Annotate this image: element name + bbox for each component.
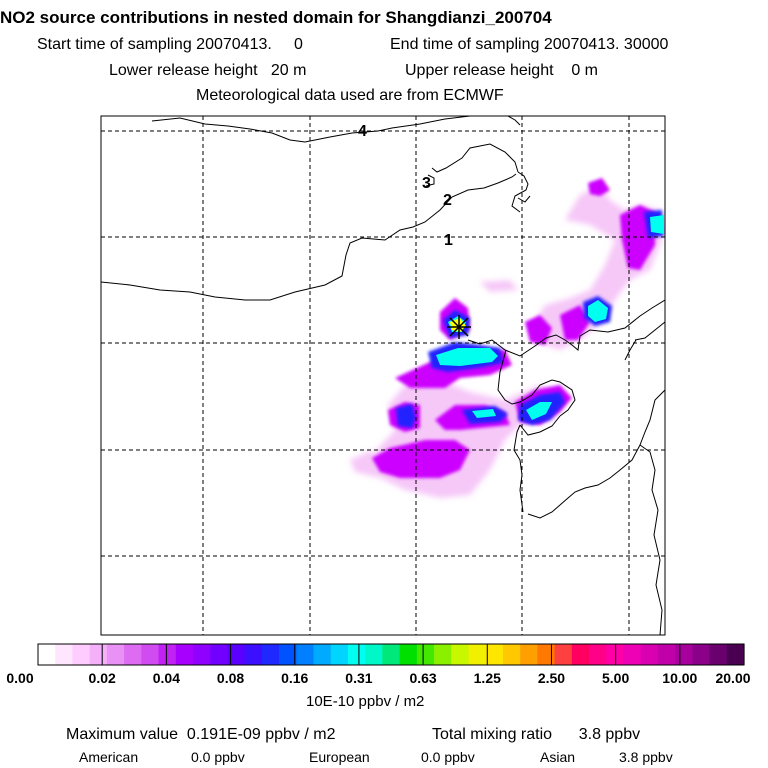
colorbar-swatch xyxy=(347,644,366,665)
plume-cyan xyxy=(436,215,664,420)
american-value: 0.0 ppbv xyxy=(191,749,245,765)
colorbar-tick-label: 2.50 xyxy=(537,670,566,686)
colorbar-unit: 10E-10 ppbv / m2 xyxy=(306,693,425,710)
colorbar-swatch xyxy=(72,644,91,665)
colorbar-swatch xyxy=(416,644,435,665)
colorbar-swatch xyxy=(726,644,745,665)
colorbar-tick-label: 5.00 xyxy=(602,670,630,686)
colorbar-swatch xyxy=(141,644,160,665)
colorbar-swatch xyxy=(296,644,315,665)
colorbar-swatch xyxy=(657,644,676,665)
region-label-1: 1 xyxy=(444,232,453,249)
station-marker-icon xyxy=(447,315,471,339)
map-frame-background xyxy=(101,116,665,635)
colorbar-tick-label: 1.25 xyxy=(473,670,501,686)
total-mixing-ratio-text: Total mixing ratio 3.8 ppbv xyxy=(432,726,641,743)
colorbar-swatch xyxy=(124,644,142,665)
colorbar-swatch xyxy=(261,644,280,665)
colorbar-swatch xyxy=(520,644,538,665)
colorbar-swatch xyxy=(38,644,56,665)
colorbar-swatch xyxy=(382,644,401,665)
colorbar-swatch xyxy=(365,644,383,665)
colorbar-swatch xyxy=(89,644,108,665)
colorbar-swatch xyxy=(210,644,229,665)
concentration-field xyxy=(350,178,664,498)
colorbar-tick-label: 10.00 xyxy=(662,670,698,686)
colorbar-swatch xyxy=(537,644,556,665)
colorbar-swatch xyxy=(640,644,659,665)
colorbar-tick-label: 20.00 xyxy=(715,670,751,686)
colorbar-swatch xyxy=(192,644,211,665)
colorbar-swatch xyxy=(709,644,728,665)
coastlines-borders xyxy=(101,116,665,635)
colorbar-swatch xyxy=(623,644,642,665)
colorbar-swatch xyxy=(55,644,74,665)
american-label: American xyxy=(79,749,139,765)
map-frame xyxy=(100,115,666,636)
map-title: NO2 source contributions in nested domai… xyxy=(0,8,552,27)
colorbar-swatch xyxy=(227,644,246,665)
end-time-text: End time of sampling 20070413. 30000 xyxy=(390,36,669,53)
region-label-2: 2 xyxy=(443,192,452,209)
met-data-text: Meteorological data used are from ECMWF xyxy=(196,87,504,104)
colorbar-swatch xyxy=(244,644,263,665)
colorbar-swatch xyxy=(502,644,521,665)
colorbar-swatch xyxy=(468,644,487,665)
start-time-text: Start time of sampling 20070413. 0 xyxy=(37,36,303,53)
maximum-value-text: Maximum value 0.191E-09 ppbv / m2 xyxy=(66,726,336,743)
colorbar-swatch xyxy=(451,644,470,665)
region-label-4: 4 xyxy=(358,123,367,140)
asian-value: 3.8 ppbv xyxy=(619,749,673,765)
colorbar-swatch xyxy=(675,644,693,665)
colorbar-swatch xyxy=(589,644,607,665)
colorbar-swatch xyxy=(434,644,452,665)
colorbar-tick-label: 0.63 xyxy=(409,670,437,686)
colorbar-tick-label: 0.08 xyxy=(216,670,245,686)
colorbar-tick-label: 0.31 xyxy=(345,670,373,686)
colorbar-tick-label: 0.02 xyxy=(88,670,116,686)
european-label: European xyxy=(309,749,370,765)
colorbar-swatch xyxy=(313,644,332,665)
lat-lon-grid xyxy=(101,116,665,635)
region-label-3: 3 xyxy=(422,175,431,192)
colorbar-tick-label: 0.16 xyxy=(281,670,309,686)
colorbar-border xyxy=(37,643,745,666)
lower-release-height-text: Lower release height 20 m xyxy=(109,62,307,79)
colorbar-swatch xyxy=(571,644,590,665)
colorbar-swatch xyxy=(158,644,177,665)
colorbar-swatch xyxy=(554,644,573,665)
colorbar-swatch xyxy=(399,644,418,665)
asian-label: Asian xyxy=(540,749,576,765)
colorbar-swatch xyxy=(106,644,125,665)
colorbar-tick-label: 0.04 xyxy=(152,670,180,686)
european-value: 0.0 ppbv xyxy=(421,749,475,765)
colorbar xyxy=(37,643,745,666)
colorbar-swatch xyxy=(175,644,194,665)
colorbar-swatch xyxy=(485,644,504,665)
colorbar-swatch xyxy=(330,644,349,665)
region-labels: 4 3 2 1 xyxy=(358,123,453,249)
colorbar-swatch xyxy=(692,644,711,665)
colorbar-swatch xyxy=(279,644,297,665)
upper-release-height-text: Upper release height 0 m xyxy=(405,62,598,79)
colorbar-tick-label: 0.00 xyxy=(6,670,34,686)
